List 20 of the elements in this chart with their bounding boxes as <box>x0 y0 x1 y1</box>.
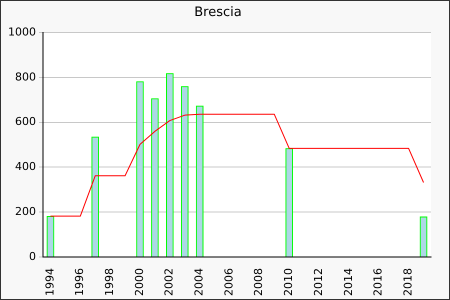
chart-title: Brescia <box>194 5 242 20</box>
x-tick-label: 2000 <box>132 268 146 296</box>
x-tick-label: 2016 <box>372 268 385 296</box>
y-tick-label: 400 <box>14 160 36 174</box>
x-tick-label: 1998 <box>103 268 116 296</box>
y-tick-label: 800 <box>14 70 36 84</box>
x-tick-label: 2004 <box>192 268 206 296</box>
x-tick-label: 2018 <box>401 268 414 296</box>
x-tick-label: 2006 <box>222 268 236 296</box>
x-tick-label: 2002 <box>162 268 176 296</box>
y-tick-label: 0 <box>28 250 36 263</box>
y-tick-label: 200 <box>14 204 36 218</box>
y-tick-label: 1000 <box>8 25 36 38</box>
x-tick-label: 2014 <box>342 268 355 296</box>
x-tick-label: 1996 <box>73 268 86 296</box>
x-tick-label: 2010 <box>282 268 296 296</box>
x-tick-label: 1994 <box>43 268 56 296</box>
x-tick-label: 2008 <box>252 268 266 296</box>
x-tick-label: 2012 <box>312 268 325 296</box>
y-tick-label: 600 <box>14 115 36 128</box>
